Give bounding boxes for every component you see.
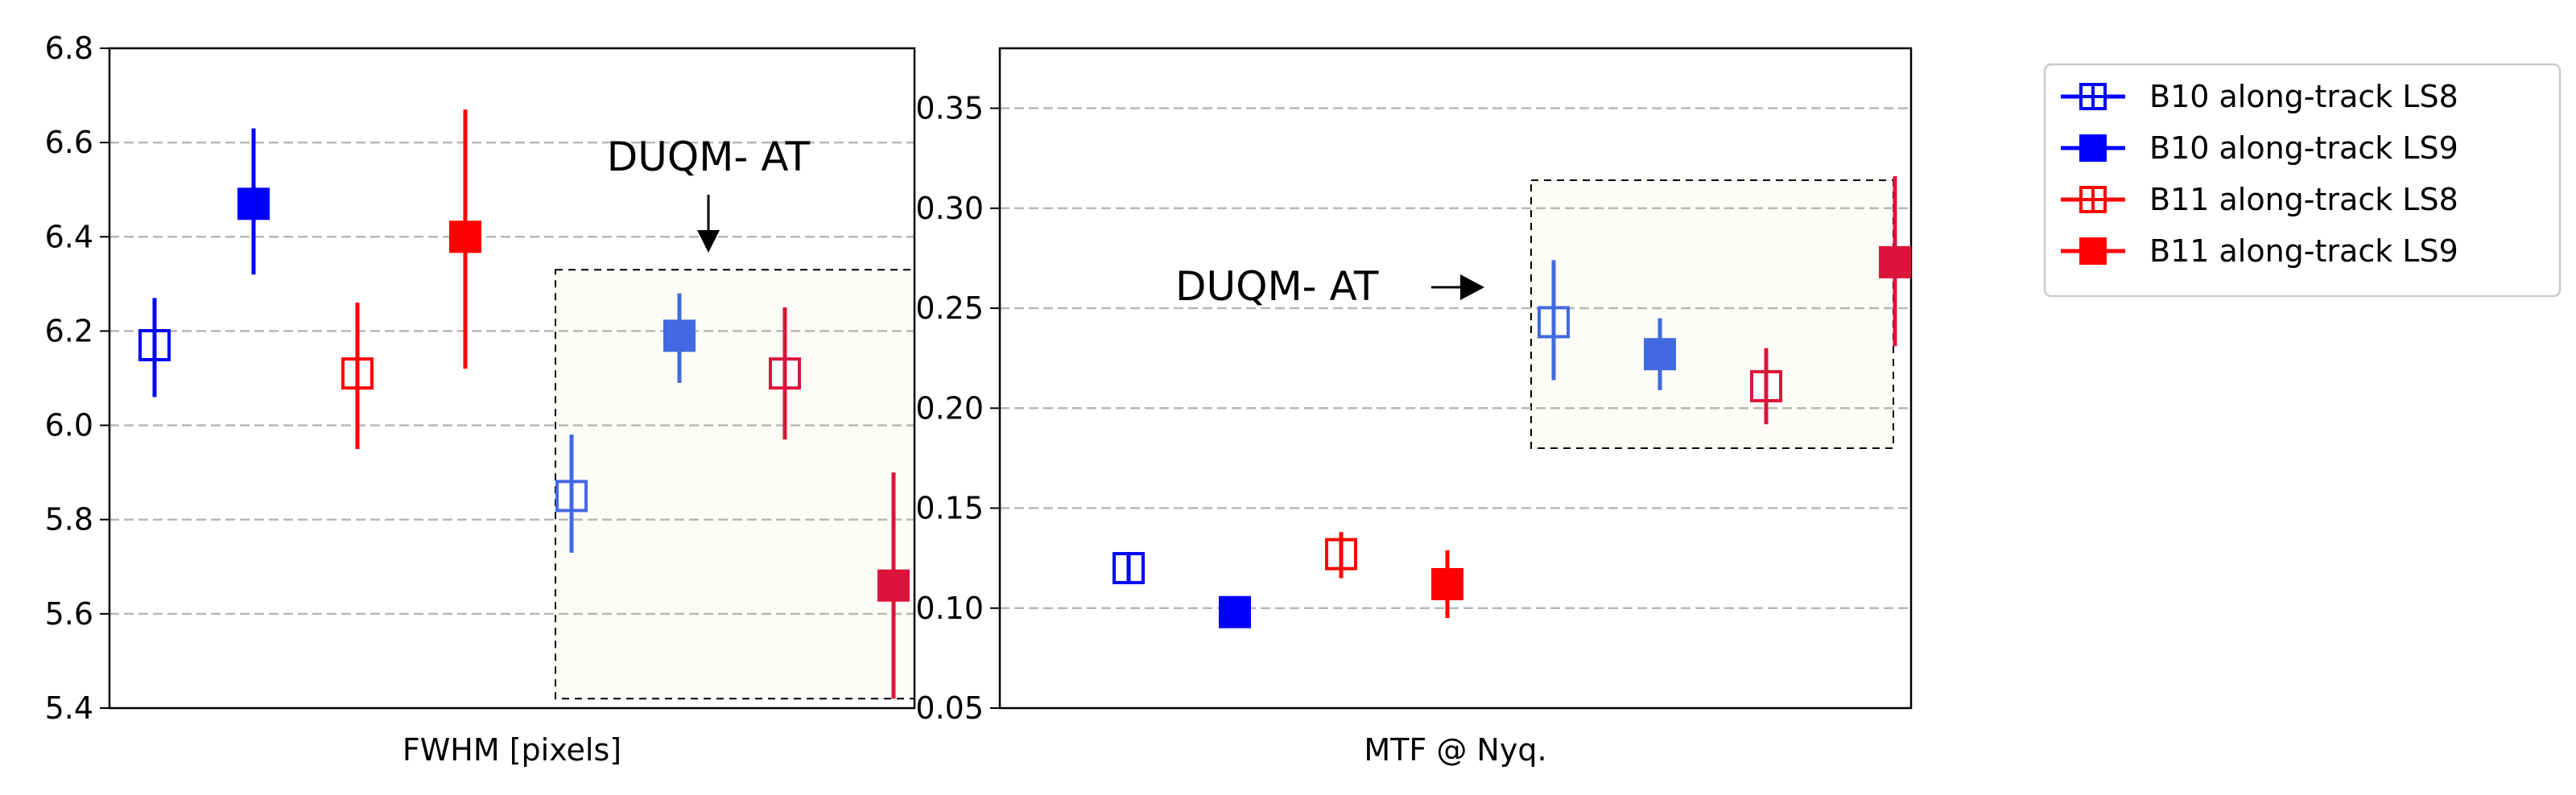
legend-marker-filled xyxy=(2079,134,2107,162)
data-point xyxy=(1113,552,1145,585)
y-tick-label: 6.6 xyxy=(45,125,93,160)
data-point xyxy=(1879,176,1911,347)
data-point xyxy=(1538,260,1570,381)
y-tick-label: 5.4 xyxy=(45,690,93,726)
data-point xyxy=(877,472,910,699)
y-tick-label: 0.15 xyxy=(915,491,984,526)
legend-label: B10 along-track LS8 xyxy=(2149,79,2458,114)
arrow-head xyxy=(697,230,720,253)
data-point xyxy=(449,109,481,369)
annotation: DUQM- AT xyxy=(1175,263,1484,310)
data-point xyxy=(769,307,801,440)
annotation-text: DUQM- AT xyxy=(607,134,811,180)
marker-filled xyxy=(1219,595,1251,628)
marker-filled xyxy=(1644,338,1676,371)
data-point xyxy=(663,293,696,383)
legend-item: B11 along-track LS9 xyxy=(2061,233,2458,269)
marker-filled xyxy=(877,569,910,602)
marker-filled xyxy=(449,220,481,253)
y-tick-label: 0.05 xyxy=(915,690,984,726)
annotation-text: DUQM- AT xyxy=(1175,263,1379,310)
axes-frame xyxy=(108,47,916,710)
legend-marker-filled xyxy=(2079,237,2107,265)
legend-label: B10 along-track LS9 xyxy=(2149,130,2458,166)
x-axis-label: MTF @ Nyq. xyxy=(1364,732,1546,768)
data-point xyxy=(1750,348,1782,425)
data-point xyxy=(1644,318,1676,390)
y-tick-label: 0.25 xyxy=(915,290,984,326)
chart-panel-1: 0.05 0.10 0.15 0.20 0.25 0.30 0.35 MTF @ Nyq. DU… xyxy=(915,47,1913,768)
data-point xyxy=(1431,550,1463,619)
legend-label: B11 along-track LS9 xyxy=(2149,233,2458,269)
data-point xyxy=(138,298,171,398)
highlight-box xyxy=(1530,179,1894,449)
legend-item: B10 along-track LS8 xyxy=(2061,79,2458,114)
y-tick-label: 6.0 xyxy=(45,408,93,443)
chart-panel-0: 5.4 5.6 5.8 6.0 6.2 6.4 6.6 6.8 FWHM [pixels] DUQ… xyxy=(45,31,916,768)
legend-frame xyxy=(2043,63,2562,298)
legend-item: B10 along-track LS9 xyxy=(2061,130,2458,166)
highlight-box xyxy=(555,269,915,700)
arrow-head xyxy=(1460,274,1484,300)
annotation: DUQM- AT xyxy=(607,134,811,253)
legend-label: B11 along-track LS8 xyxy=(2149,182,2458,217)
data-point xyxy=(1325,532,1357,579)
x-axis-label: FWHM [pixels] xyxy=(402,732,621,768)
data-point xyxy=(341,303,374,449)
data-point xyxy=(555,435,588,553)
marker-filled xyxy=(663,319,696,352)
data-point xyxy=(1219,595,1251,628)
marker-filled xyxy=(1879,245,1911,278)
y-tick-label: 0.20 xyxy=(915,390,984,426)
data-point xyxy=(237,128,270,275)
y-tick-label: 0.10 xyxy=(915,591,984,626)
marker-filled xyxy=(237,187,270,220)
y-tick-label: 5.8 xyxy=(45,502,93,538)
legend-item: B11 along-track LS8 xyxy=(2061,182,2458,217)
legend: B10 along-track LS8 B10 along-track LS9 B1… xyxy=(2043,63,2562,298)
y-tick-label: 6.8 xyxy=(45,31,93,66)
y-tick-label: 0.35 xyxy=(915,91,984,126)
y-tick-label: 6.4 xyxy=(45,219,93,254)
y-tick-label: 5.6 xyxy=(45,596,93,632)
y-tick-label: 6.2 xyxy=(45,313,93,348)
axes-frame xyxy=(998,47,1913,710)
marker-filled xyxy=(1431,567,1463,600)
y-tick-label: 0.30 xyxy=(915,191,984,226)
